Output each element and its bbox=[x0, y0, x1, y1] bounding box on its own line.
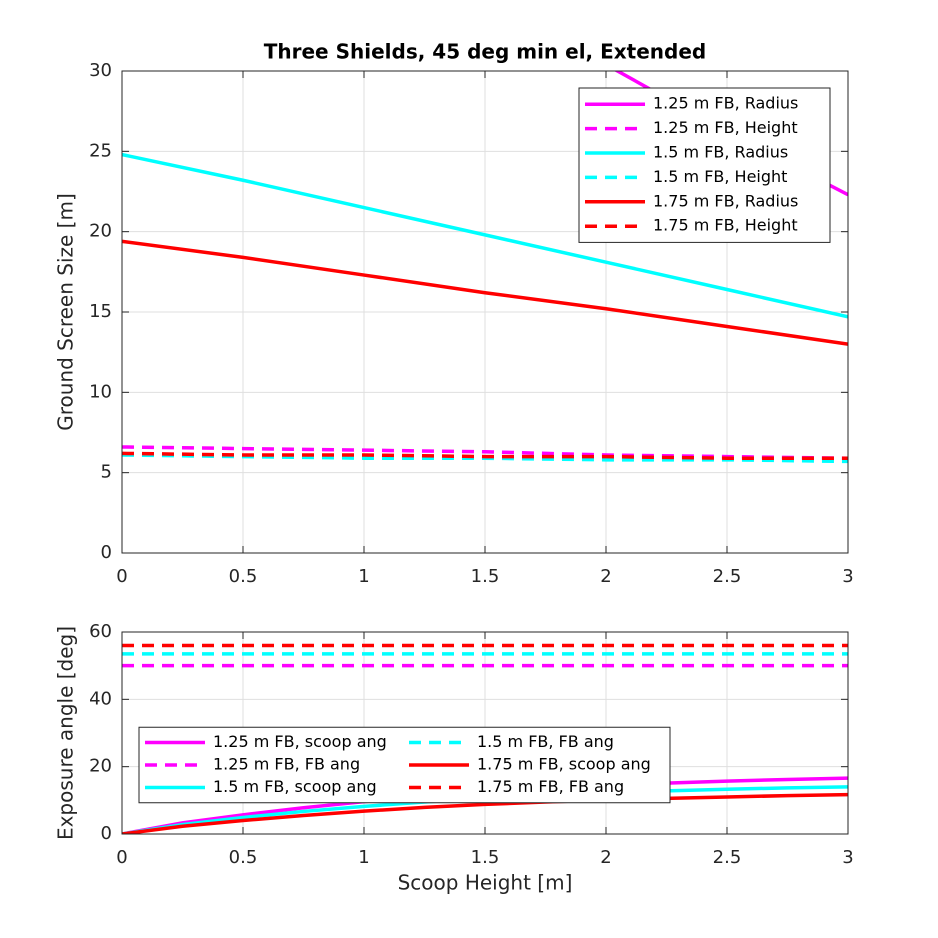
y-tick-label: 20 bbox=[89, 756, 112, 777]
y-axis-label: Exposure angle [deg] bbox=[54, 626, 78, 840]
y-tick-label: 5 bbox=[101, 462, 112, 483]
legend-label: 1.75 m FB, Height bbox=[653, 216, 798, 235]
x-tick-label: 1.5 bbox=[471, 847, 500, 868]
x-tick-label: 2 bbox=[600, 566, 611, 587]
legend-label: 1.5 m FB, Height bbox=[653, 167, 787, 186]
x-tick-label: 3 bbox=[842, 847, 853, 868]
x-tick-label: 1 bbox=[358, 566, 369, 587]
y-tick-label: 0 bbox=[101, 823, 112, 844]
x-tick-label: 2.5 bbox=[713, 566, 742, 587]
x-tick-label: 2 bbox=[600, 847, 611, 868]
data-line bbox=[122, 792, 848, 834]
legend-box bbox=[138, 726, 671, 804]
data-line bbox=[122, 451, 848, 460]
legend-label: 1.75 m FB, FB ang bbox=[477, 777, 624, 796]
y-tick-label: 15 bbox=[89, 301, 112, 322]
legend-label: 1.25 m FB, Height bbox=[653, 118, 798, 137]
data-line bbox=[122, 239, 848, 346]
x-tick-label: 0.5 bbox=[229, 566, 258, 587]
x-tick-label: 3 bbox=[842, 566, 853, 587]
x-axis-label: Scoop Height [m] bbox=[398, 871, 573, 895]
y-tick-label: 25 bbox=[89, 140, 112, 161]
y-tick-label: 60 bbox=[89, 621, 112, 642]
y-tick-label: 40 bbox=[89, 688, 112, 709]
x-tick-label: 1.5 bbox=[471, 566, 500, 587]
legend-label: 1.75 m FB, scoop ang bbox=[477, 755, 651, 774]
x-tick-label: 0.5 bbox=[229, 847, 258, 868]
legend-label: 1.75 m FB, Radius bbox=[653, 191, 798, 210]
legend-label: 1.25 m FB, scoop ang bbox=[213, 732, 387, 751]
legend-label: 1.5 m FB, scoop ang bbox=[213, 777, 377, 796]
data-line bbox=[122, 152, 848, 319]
axes-box bbox=[121, 70, 849, 554]
x-tick-label: 0 bbox=[116, 566, 127, 587]
x-tick-label: 2.5 bbox=[713, 847, 742, 868]
legend-label: 1.5 m FB, Radius bbox=[653, 143, 788, 162]
legend-label: 1.25 m FB, FB ang bbox=[213, 755, 360, 774]
x-tick-label: 0 bbox=[116, 847, 127, 868]
y-tick-label: 10 bbox=[89, 381, 112, 402]
axes-box bbox=[121, 631, 849, 835]
y-tick-label: 20 bbox=[89, 221, 112, 242]
legend-label: 1.5 m FB, FB ang bbox=[477, 732, 614, 751]
y-axis-label: Ground Screen Size [m] bbox=[54, 193, 78, 431]
chart-title: Three Shields, 45 deg min el, Extended bbox=[264, 40, 707, 64]
legend-box bbox=[578, 87, 831, 243]
legend-label: 1.25 m FB, Radius bbox=[653, 94, 798, 113]
y-tick-label: 0 bbox=[101, 542, 112, 563]
y-tick-label: 30 bbox=[89, 60, 112, 81]
x-tick-label: 1 bbox=[358, 847, 369, 868]
